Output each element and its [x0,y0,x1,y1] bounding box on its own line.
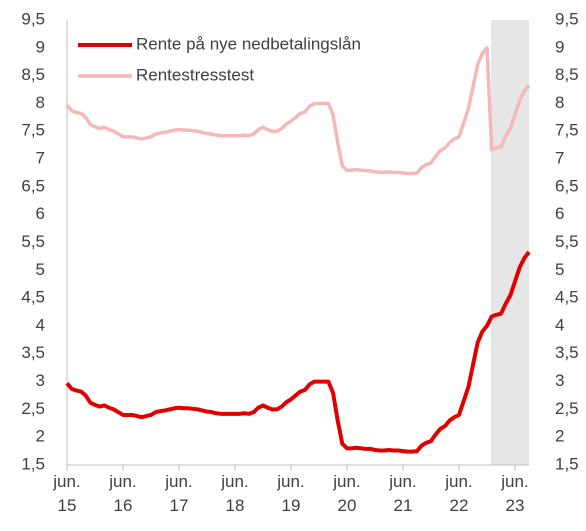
y-tick-label: 5 [36,260,45,279]
y-tick-label: 9,5 [21,9,45,28]
x-tick-label: jun. 20 [333,472,361,515]
series-line [65,250,531,454]
x-tick-label: jun. 23 [501,472,529,515]
x-tick-label: jun. 22 [445,472,473,515]
y-tick-label: 9 [36,37,45,56]
y-tick-label: 8 [36,93,45,112]
y2-tick-label: 5,5 [555,232,579,251]
y2-tick-label: 3 [555,371,564,390]
y2-tick-label: 1,5 [555,454,579,473]
series-line [65,46,531,176]
y-tick-label: 4 [36,315,45,334]
x-tick-label: jun. 21 [389,472,417,515]
y2-tick-label: 4 [555,315,564,334]
y2-tick-label: 7 [555,149,564,168]
y-tick-label: 2 [36,427,45,446]
y-tick-label: 3 [36,371,45,390]
y-tick-label: 6,5 [21,176,45,195]
y2-tick-label: 8 [555,93,564,112]
y2-tick-label: 4,5 [555,288,579,307]
y2-tick-label: 6 [555,204,564,223]
y2-tick-label: 6,5 [555,176,579,195]
y2-tick-label: 2 [555,427,564,446]
y2-tick-label: 7,5 [555,121,579,140]
y-tick-label: 2,5 [21,399,45,418]
y-tick-label: 1,5 [21,454,45,473]
x-tick-label: jun. 15 [53,472,81,515]
y-tick-label: 8,5 [21,65,45,84]
x-tick-label: jun. 17 [165,472,193,515]
y2-tick-label: 2,5 [555,399,579,418]
y2-tick-label: 9 [555,37,564,56]
x-tick-label: jun. 16 [109,472,137,515]
x-tick-label: jun. 18 [221,472,249,515]
y-tick-label: 7,5 [21,121,45,140]
y-tick-label: 7 [36,149,45,168]
legend-label: Rente på nye nedbetalingslån [136,34,361,53]
legend-label: Rentestresstest [136,65,254,84]
y-tick-label: 5,5 [21,232,45,251]
y2-tick-label: 5 [555,260,564,279]
y-tick-label: 3,5 [21,343,45,362]
forecast-shade [491,20,529,465]
y-tick-label: 4,5 [21,288,45,307]
x-tick-label: jun. 19 [277,472,305,515]
y2-tick-label: 3,5 [555,343,579,362]
y-tick-label: 6 [36,204,45,223]
y2-tick-label: 8,5 [555,65,579,84]
y2-tick-label: 9,5 [555,9,579,28]
